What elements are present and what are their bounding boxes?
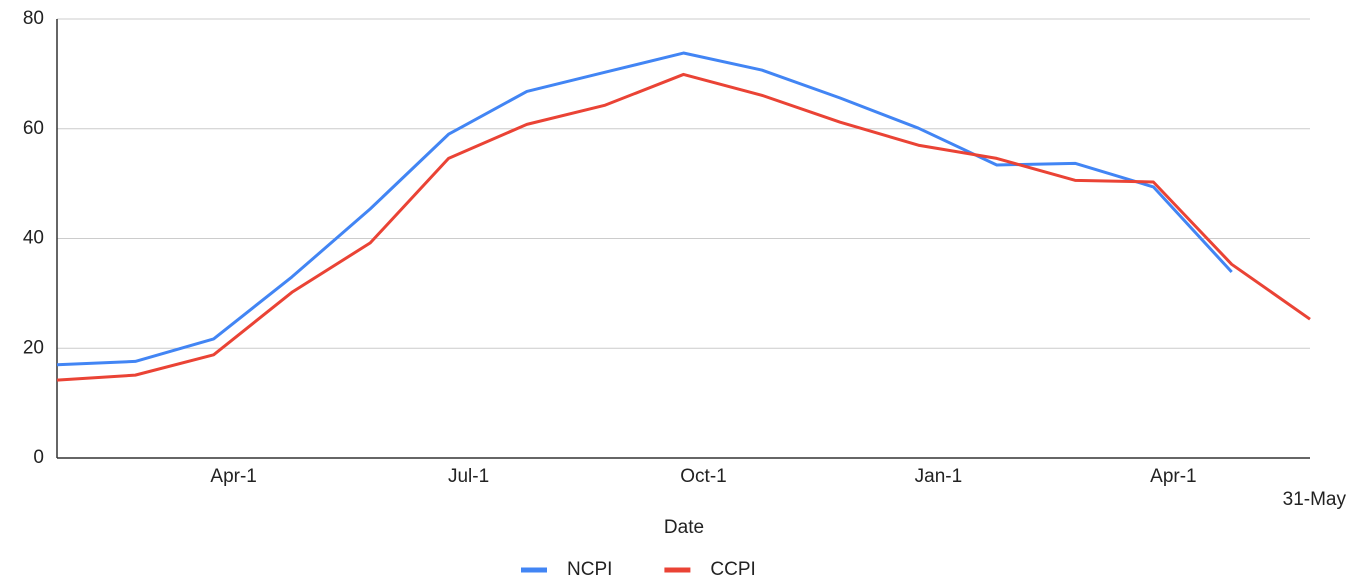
x-tick-label: Jan-1 [915, 466, 963, 487]
legend-label: CCPI [710, 559, 755, 580]
x-tick-label: Apr-1 [1150, 466, 1196, 487]
legend-label: NCPI [567, 559, 612, 580]
y-tick-label: 60 [23, 118, 44, 139]
x-tick-label: Jul-1 [448, 466, 489, 487]
y-tick-label: 0 [33, 447, 44, 468]
x-axis-title: Date [664, 517, 704, 538]
x-tick-label: Oct-1 [680, 466, 726, 487]
line [56, 72, 1311, 382]
y-tick-label: 20 [23, 337, 44, 358]
x-tick-label: 31-May [1283, 489, 1347, 510]
line [56, 51, 1233, 367]
y-tick-label: 80 [23, 8, 44, 29]
x-tick-label: Apr-1 [210, 466, 256, 487]
y-tick-label: 40 [23, 228, 44, 249]
